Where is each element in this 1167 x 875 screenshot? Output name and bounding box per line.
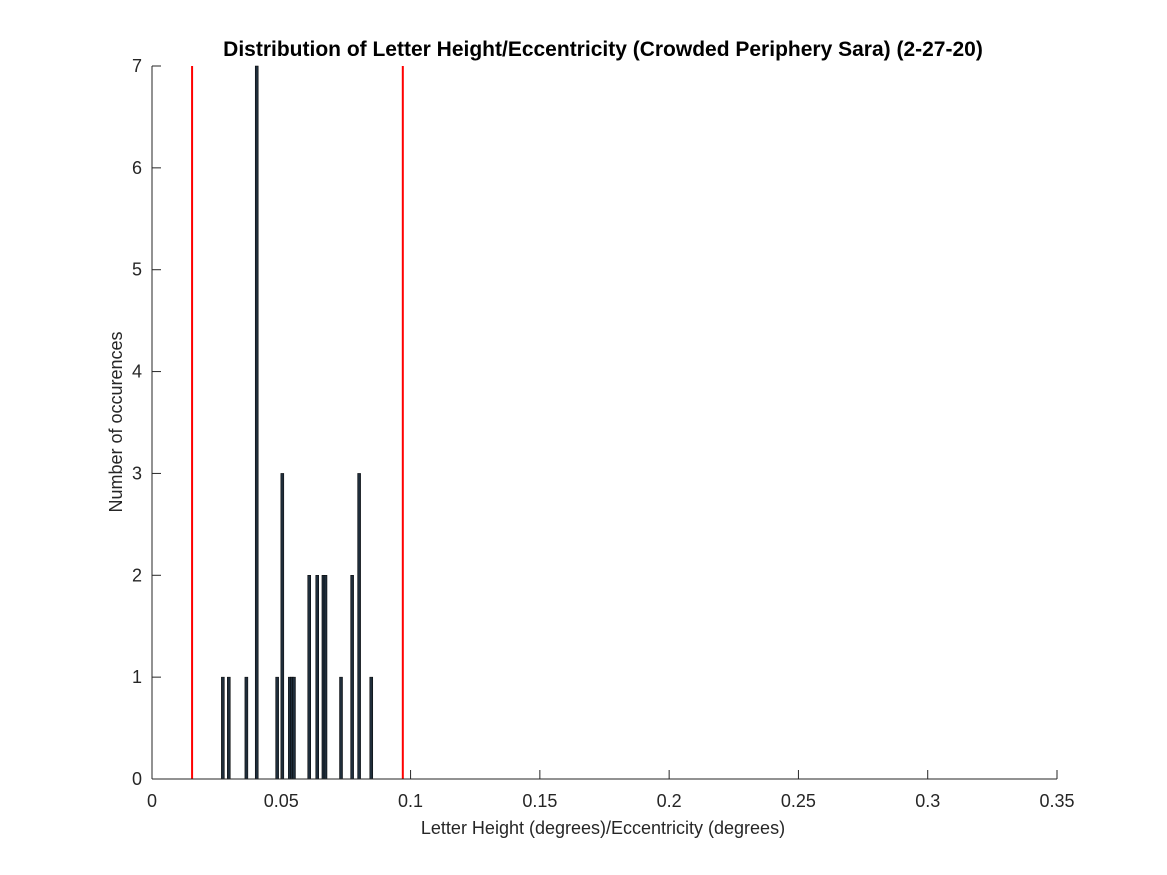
histogram-bar [357,473,361,780]
y-ticks-layer: 0 1 2 3 4 5 6 7 [132,56,161,789]
x-tick-label: 0.2 [657,791,682,811]
x-tick-label: 0.3 [915,791,940,811]
y-tick-label: 5 [132,260,142,280]
threshold-lines-layer [191,66,404,779]
histogram-bar [221,676,225,780]
plot-area: 0 0.05 0.1 0.15 0.2 0.25 0.3 0.35 0 1 2 3 4 5 6 7 [132,56,1075,811]
x-tick-label: 0 [147,791,157,811]
y-tick-label: 1 [132,667,142,687]
x-tick-label: 0.25 [781,791,816,811]
x-tick-label: 0.35 [1039,791,1074,811]
histogram-bar [350,575,354,780]
histogram-bar [280,473,285,780]
histogram-bar [369,676,374,780]
y-tick-label: 2 [132,565,142,585]
y-axis-label: Number of occurences [106,331,126,512]
y-tick-label: 4 [132,362,142,382]
histogram-bar [323,575,328,780]
x-tick-label: 0.05 [264,791,299,811]
y-tick-label: 7 [132,56,142,76]
histogram-bar [307,575,311,780]
histogram-bar [227,676,231,780]
bars-layer [221,65,374,780]
x-tick-label: 0.1 [398,791,423,811]
y-tick-label: 3 [132,463,142,483]
x-ticks-layer: 0 0.05 0.1 0.15 0.2 0.25 0.3 0.35 [147,770,1075,811]
y-tick-label: 0 [132,769,142,789]
histogram-bar [292,676,296,780]
axes-layer [151,66,1057,780]
x-axis-label: Letter Height (degrees)/Eccentricity (de… [421,818,785,838]
histogram-bar [275,676,279,780]
histogram-bar [339,676,343,780]
histogram-bar [254,65,259,780]
histogram-bar [244,676,249,780]
chart-title: Distribution of Letter Height/Eccentrici… [223,38,983,61]
x-tick-label: 0.15 [522,791,557,811]
y-tick-label: 6 [132,158,142,178]
histogram-bar [315,575,319,780]
